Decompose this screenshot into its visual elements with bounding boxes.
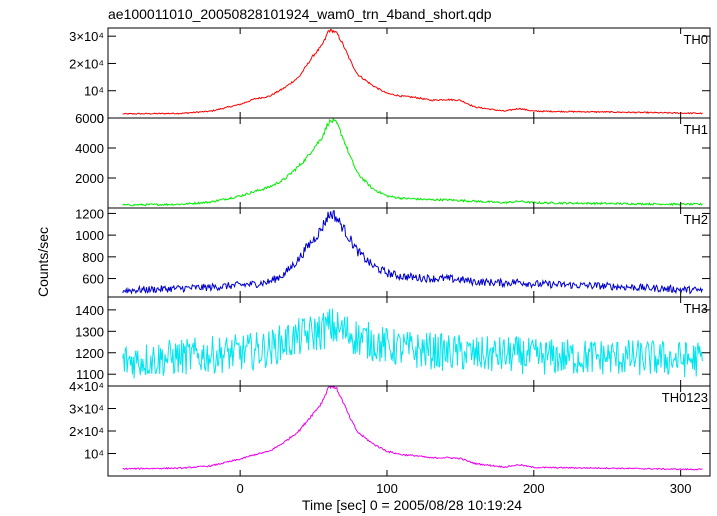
panels-group: 0 10⁴ 2×10⁴ 3×10⁴ TH0 2000 4000 6000 TH1 600 800 10… — [69, 27, 711, 477]
panel-frame — [107, 296, 711, 387]
y-tick-label: 2×10⁴ — [69, 56, 104, 71]
y-axis-title: Counts/sec — [35, 227, 51, 297]
panel-label: TH0 — [683, 32, 708, 47]
x-tick-label: 100 — [376, 481, 398, 496]
y-tick-label: 1200 — [75, 206, 104, 221]
x-axis: 0 100 200 300 — [237, 481, 692, 496]
y-tick-label: 1100 — [76, 367, 104, 382]
y-tick-label: 1000 — [75, 228, 104, 243]
panel-label: TH2 — [683, 212, 708, 227]
y-tick-label: 3×10⁴ — [69, 29, 104, 44]
panel-th0123: 10⁴ 2×10⁴ 3×10⁴ 4×10⁴ TH0123 — [69, 379, 711, 477]
y-tick-label: 2×10⁴ — [69, 424, 104, 439]
series-th1 — [122, 118, 703, 207]
y-tick-label: 10⁴ — [84, 84, 104, 99]
y-tick-label: 4000 — [75, 141, 104, 156]
series-th0 — [122, 28, 703, 115]
panel-th3: 1100 1200 1300 1400 TH3 — [75, 296, 711, 387]
panel-label: TH1 — [683, 122, 708, 137]
panel-frame — [107, 27, 711, 119]
y-tick-label: 800 — [82, 250, 104, 265]
y-tick-label: 1300 — [75, 324, 104, 339]
panel-th1: 2000 4000 6000 TH1 — [75, 111, 711, 209]
y-tick-label: 1200 — [75, 346, 104, 361]
x-tick-label: 200 — [523, 481, 545, 496]
panel-frame — [107, 207, 711, 298]
panel-frame — [107, 385, 711, 477]
y-tick-label: 600 — [82, 272, 104, 287]
panel-th0: 0 10⁴ 2×10⁴ 3×10⁴ TH0 — [69, 27, 711, 126]
x-tick-label: 0 — [237, 481, 244, 496]
series-th3 — [122, 308, 703, 379]
panel-frame — [107, 117, 711, 209]
y-tick-label: 6000 — [75, 111, 104, 126]
x-tick-label: 300 — [670, 481, 692, 496]
y-tick-label: 4×10⁴ — [69, 379, 104, 394]
series-th2 — [122, 209, 703, 295]
panel-label: TH0123 — [662, 390, 708, 405]
y-tick-label: 3×10⁴ — [69, 402, 104, 417]
y-tick-label: 0 — [97, 111, 104, 126]
x-axis-title: Time [sec] 0 = 2005/08/28 10:19:24 — [302, 497, 522, 513]
panel-th2: 600 800 1000 1200 TH2 — [75, 206, 711, 298]
panel-label: TH3 — [683, 301, 708, 316]
y-tick-label: 2000 — [75, 171, 104, 186]
y-tick-label: 1400 — [75, 303, 104, 318]
series-th0123 — [122, 386, 703, 471]
y-tick-label: 10⁴ — [84, 447, 104, 462]
figure-title: ae100011010_20050828101924_wam0_trn_4ban… — [108, 6, 492, 22]
